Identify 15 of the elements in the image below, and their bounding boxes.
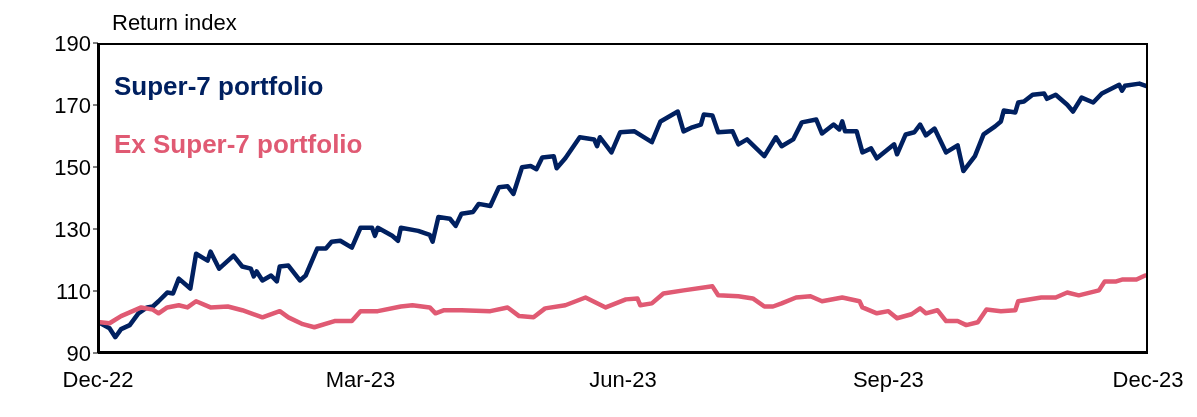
y-tick-label: 150 [54, 154, 91, 180]
x-tick-label: Jun-23 [589, 366, 657, 392]
x-tick-label: Sep-23 [852, 366, 924, 392]
y-axis-title: Return index [112, 10, 237, 36]
x-tick-label: Mar-23 [325, 366, 396, 392]
y-tick-label: 170 [54, 92, 91, 118]
y-tick-label: 130 [54, 216, 91, 242]
text: Super-7 portfolio [114, 70, 325, 103]
y-tick-label: 90 [66, 340, 91, 366]
y-tick-label: 190 [54, 30, 91, 56]
text: Ex Super-7 portfolio [114, 128, 363, 161]
line-series [98, 273, 1148, 330]
x-tick-label: Dec-23 [1112, 366, 1184, 392]
y-tick-label: 110 [55, 278, 91, 304]
x-tick-label: Dec-22 [62, 366, 134, 392]
